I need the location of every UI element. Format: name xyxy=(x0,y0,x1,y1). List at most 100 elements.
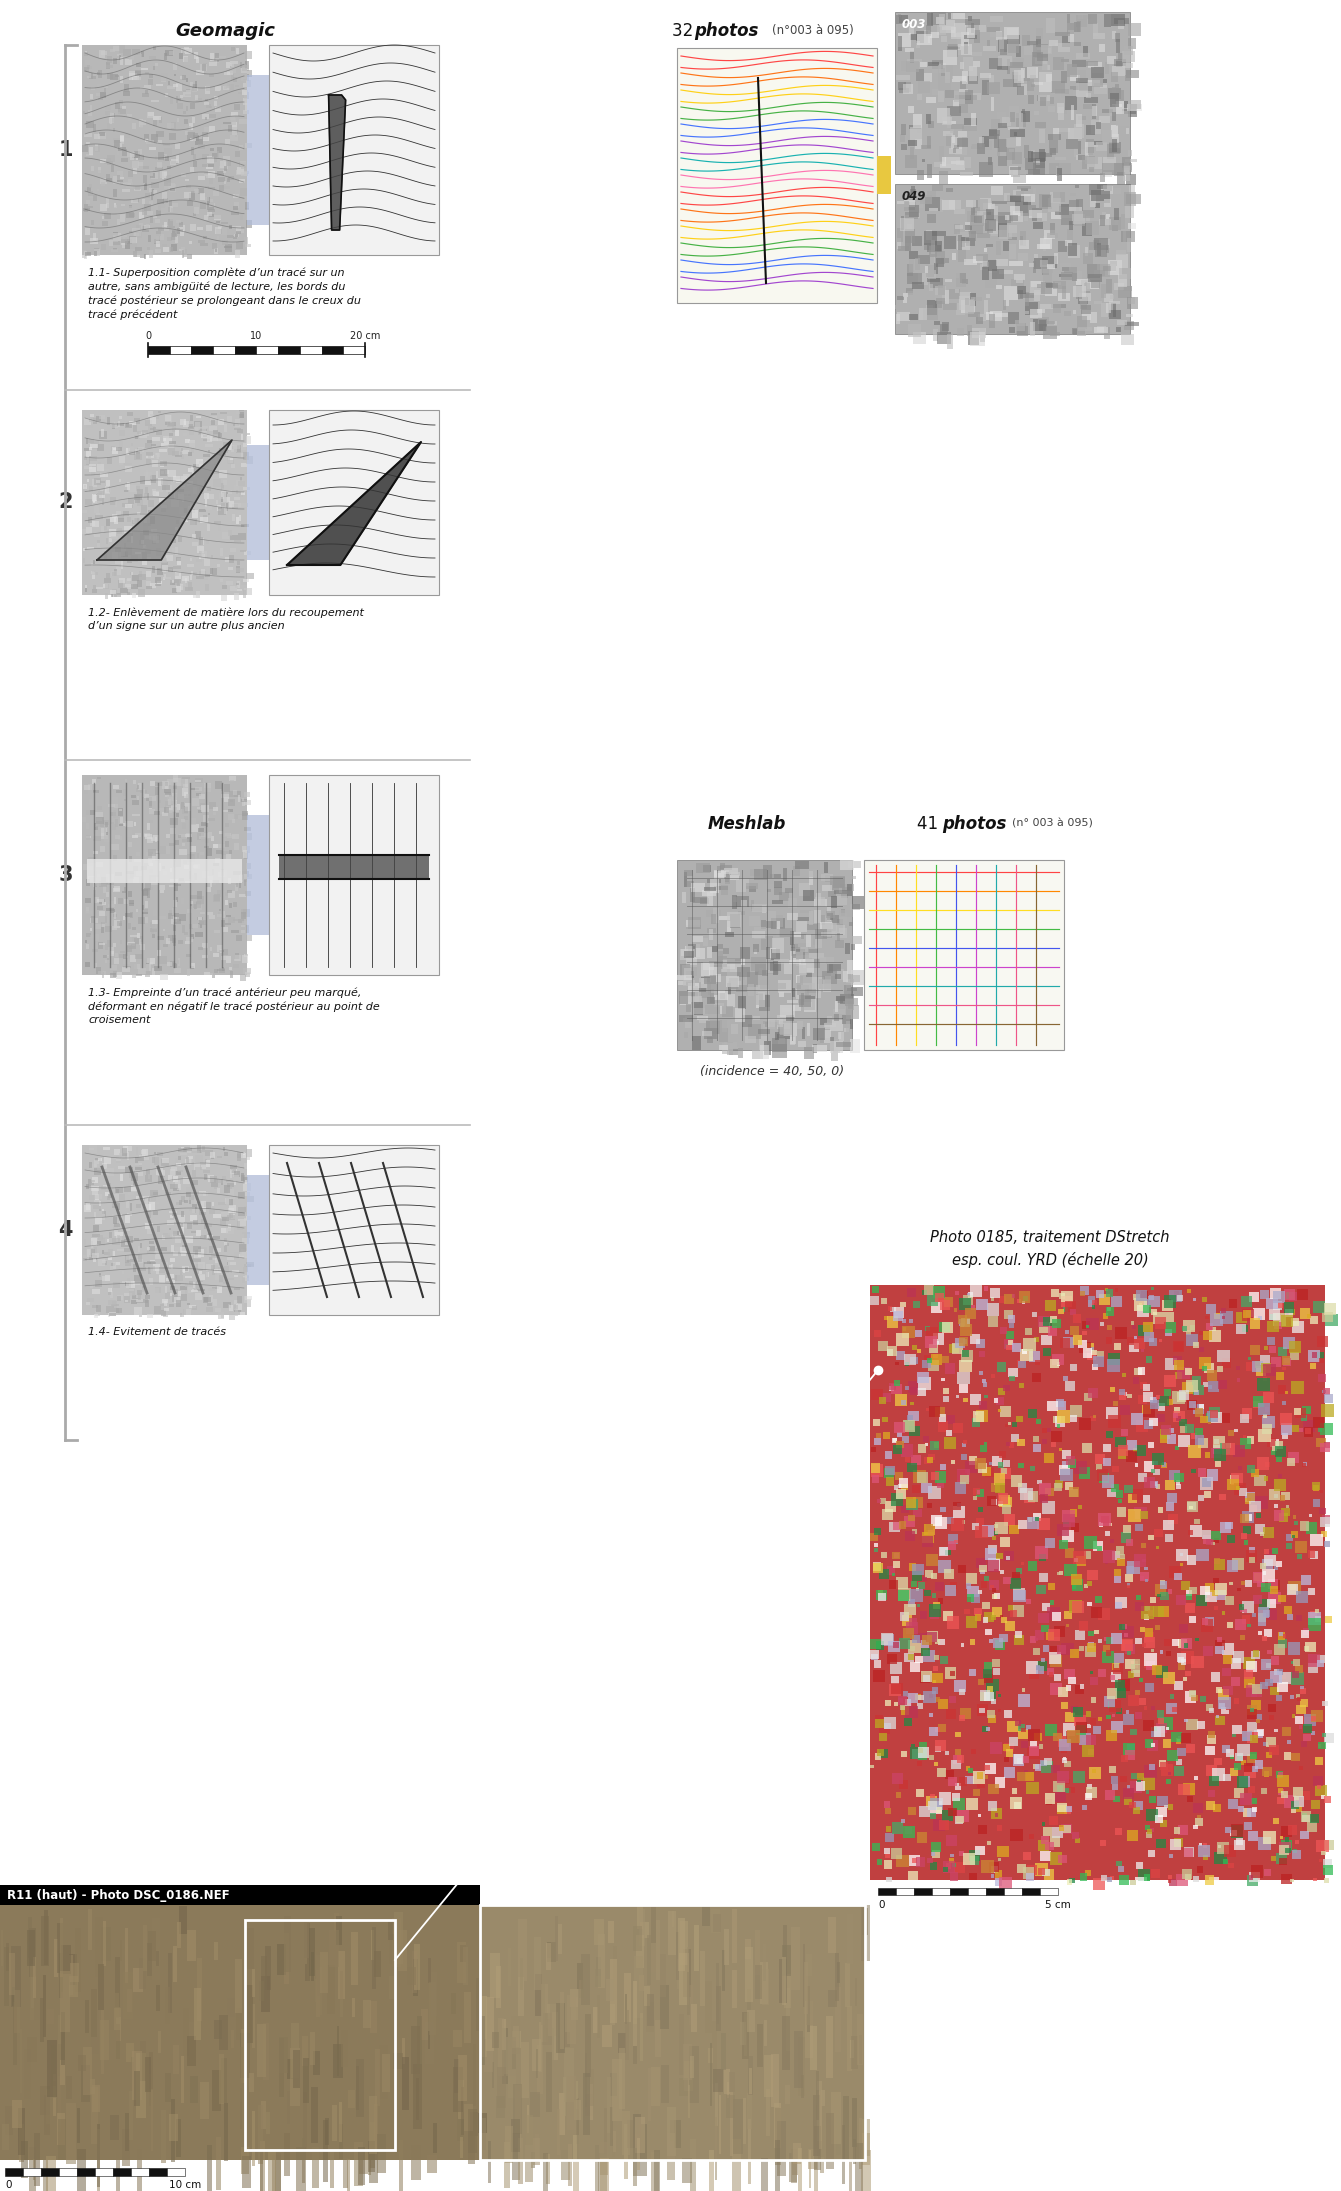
Bar xyxy=(90,811,95,815)
Bar xyxy=(417,2016,422,2068)
Bar xyxy=(526,2114,532,2149)
Bar xyxy=(176,1201,182,1205)
Bar xyxy=(1015,136,1021,147)
Bar xyxy=(911,1582,917,1586)
Bar xyxy=(135,449,139,451)
Bar xyxy=(150,517,154,524)
Bar xyxy=(131,936,138,942)
Bar xyxy=(137,447,142,451)
Bar xyxy=(803,1943,805,2007)
Bar xyxy=(1069,208,1082,210)
Bar xyxy=(1285,1308,1293,1317)
Bar xyxy=(719,1045,728,1049)
Bar xyxy=(882,1393,890,1402)
Bar xyxy=(1122,164,1132,171)
Bar xyxy=(1152,1665,1163,1674)
Bar xyxy=(1003,300,1006,309)
Bar xyxy=(181,1212,184,1216)
Bar xyxy=(1172,1639,1179,1645)
Bar xyxy=(141,254,145,259)
Bar xyxy=(193,153,196,158)
Bar xyxy=(115,819,118,826)
Bar xyxy=(142,1196,148,1203)
Bar xyxy=(874,1549,878,1551)
Bar xyxy=(1118,1446,1128,1455)
Bar xyxy=(1279,1858,1286,1865)
Bar xyxy=(95,500,99,506)
Bar xyxy=(837,968,843,979)
Bar xyxy=(86,456,89,464)
Bar xyxy=(133,199,139,202)
Bar xyxy=(1042,256,1057,267)
Bar xyxy=(1086,265,1100,278)
Bar xyxy=(177,103,182,110)
Bar xyxy=(201,432,207,434)
Bar xyxy=(986,219,996,230)
Bar xyxy=(107,57,113,64)
Bar xyxy=(303,2092,307,2152)
Bar xyxy=(204,1174,207,1181)
Bar xyxy=(126,532,133,537)
Bar xyxy=(797,986,810,995)
Bar xyxy=(287,2092,290,2123)
Bar xyxy=(113,854,117,861)
Bar xyxy=(111,1304,118,1306)
Bar xyxy=(193,901,201,907)
Bar xyxy=(245,973,249,975)
Bar xyxy=(174,1288,178,1297)
Bar xyxy=(884,1849,889,1854)
Bar xyxy=(1081,1286,1089,1295)
Bar xyxy=(170,184,176,193)
Bar xyxy=(1029,1352,1039,1363)
Bar xyxy=(1104,326,1110,340)
Polygon shape xyxy=(97,440,232,561)
Bar xyxy=(1002,1496,1011,1507)
Bar xyxy=(400,2141,404,2191)
Bar xyxy=(229,68,236,74)
Bar xyxy=(884,1860,893,1869)
Bar xyxy=(1324,1878,1329,1882)
Bar xyxy=(1263,1770,1270,1777)
Bar xyxy=(1080,294,1092,300)
Bar xyxy=(940,1547,948,1556)
Bar xyxy=(201,822,207,826)
Bar xyxy=(1037,1420,1042,1424)
Bar xyxy=(933,1602,940,1608)
Bar xyxy=(217,171,225,177)
Bar xyxy=(1203,1843,1207,1849)
Bar xyxy=(1240,1413,1248,1422)
Bar xyxy=(217,151,219,158)
Bar xyxy=(94,493,102,497)
Bar xyxy=(992,202,1007,204)
Bar xyxy=(1267,1321,1279,1332)
Bar xyxy=(170,188,174,191)
Bar xyxy=(864,861,1063,1049)
Bar xyxy=(101,824,103,828)
Bar xyxy=(1112,1713,1116,1718)
Bar xyxy=(1010,61,1023,68)
Bar xyxy=(892,1683,902,1694)
Bar xyxy=(1171,1694,1175,1698)
Bar xyxy=(125,1240,130,1244)
Bar xyxy=(825,1023,835,1028)
Bar xyxy=(205,85,211,94)
Bar xyxy=(870,1284,1325,1880)
Bar xyxy=(97,72,99,74)
Bar xyxy=(817,977,830,984)
Bar xyxy=(998,1858,1002,1862)
Bar xyxy=(1034,221,1043,228)
Bar xyxy=(1156,1393,1160,1398)
Bar xyxy=(236,48,239,53)
Bar xyxy=(1021,1742,1027,1748)
Bar xyxy=(243,846,245,852)
Bar xyxy=(984,1691,994,1702)
Bar xyxy=(182,500,184,502)
Bar xyxy=(82,1146,247,1315)
Bar xyxy=(181,778,185,787)
Bar xyxy=(815,929,827,940)
Bar xyxy=(1309,1613,1321,1626)
Bar xyxy=(412,1952,417,1994)
Bar xyxy=(1088,1299,1094,1306)
Bar xyxy=(1038,1317,1049,1328)
Bar xyxy=(561,1992,565,2049)
